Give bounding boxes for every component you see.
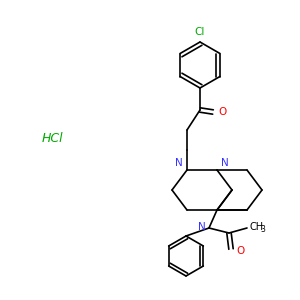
Text: CH: CH: [249, 222, 263, 232]
Text: N: N: [221, 158, 229, 168]
Text: 3: 3: [260, 224, 265, 233]
Text: O: O: [236, 246, 244, 256]
Text: Cl: Cl: [195, 27, 205, 37]
Text: O: O: [218, 107, 226, 117]
Text: N: N: [175, 158, 183, 168]
Text: N: N: [198, 222, 206, 232]
Text: HCl: HCl: [41, 131, 63, 145]
